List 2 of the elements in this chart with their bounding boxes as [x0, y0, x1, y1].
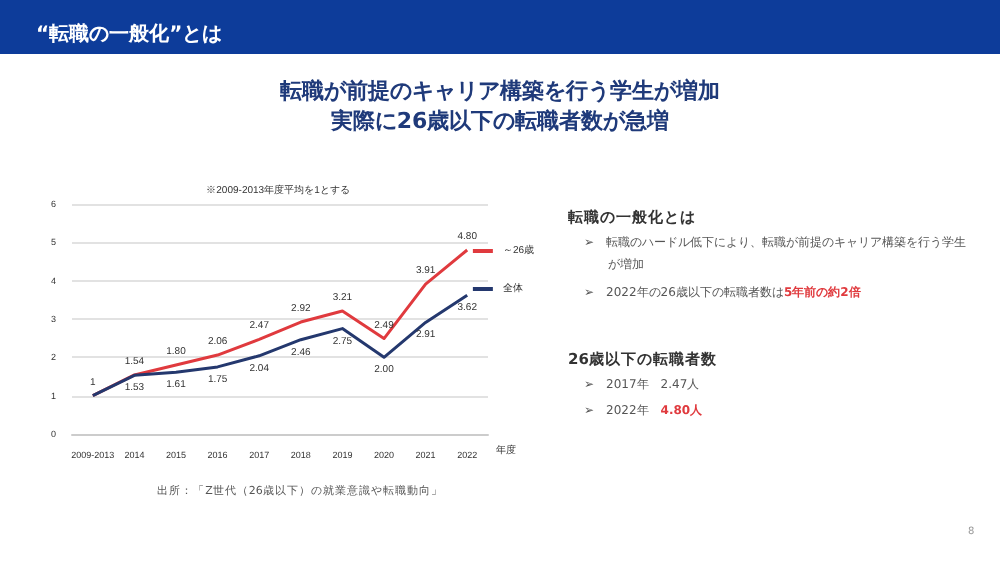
chart-title: 転職が前提のキャリア構築を行う学生が増加実際に26歳以下の転職者数が急増 — [278, 76, 722, 136]
text: “転職の一般化”とは — [36, 24, 223, 46]
